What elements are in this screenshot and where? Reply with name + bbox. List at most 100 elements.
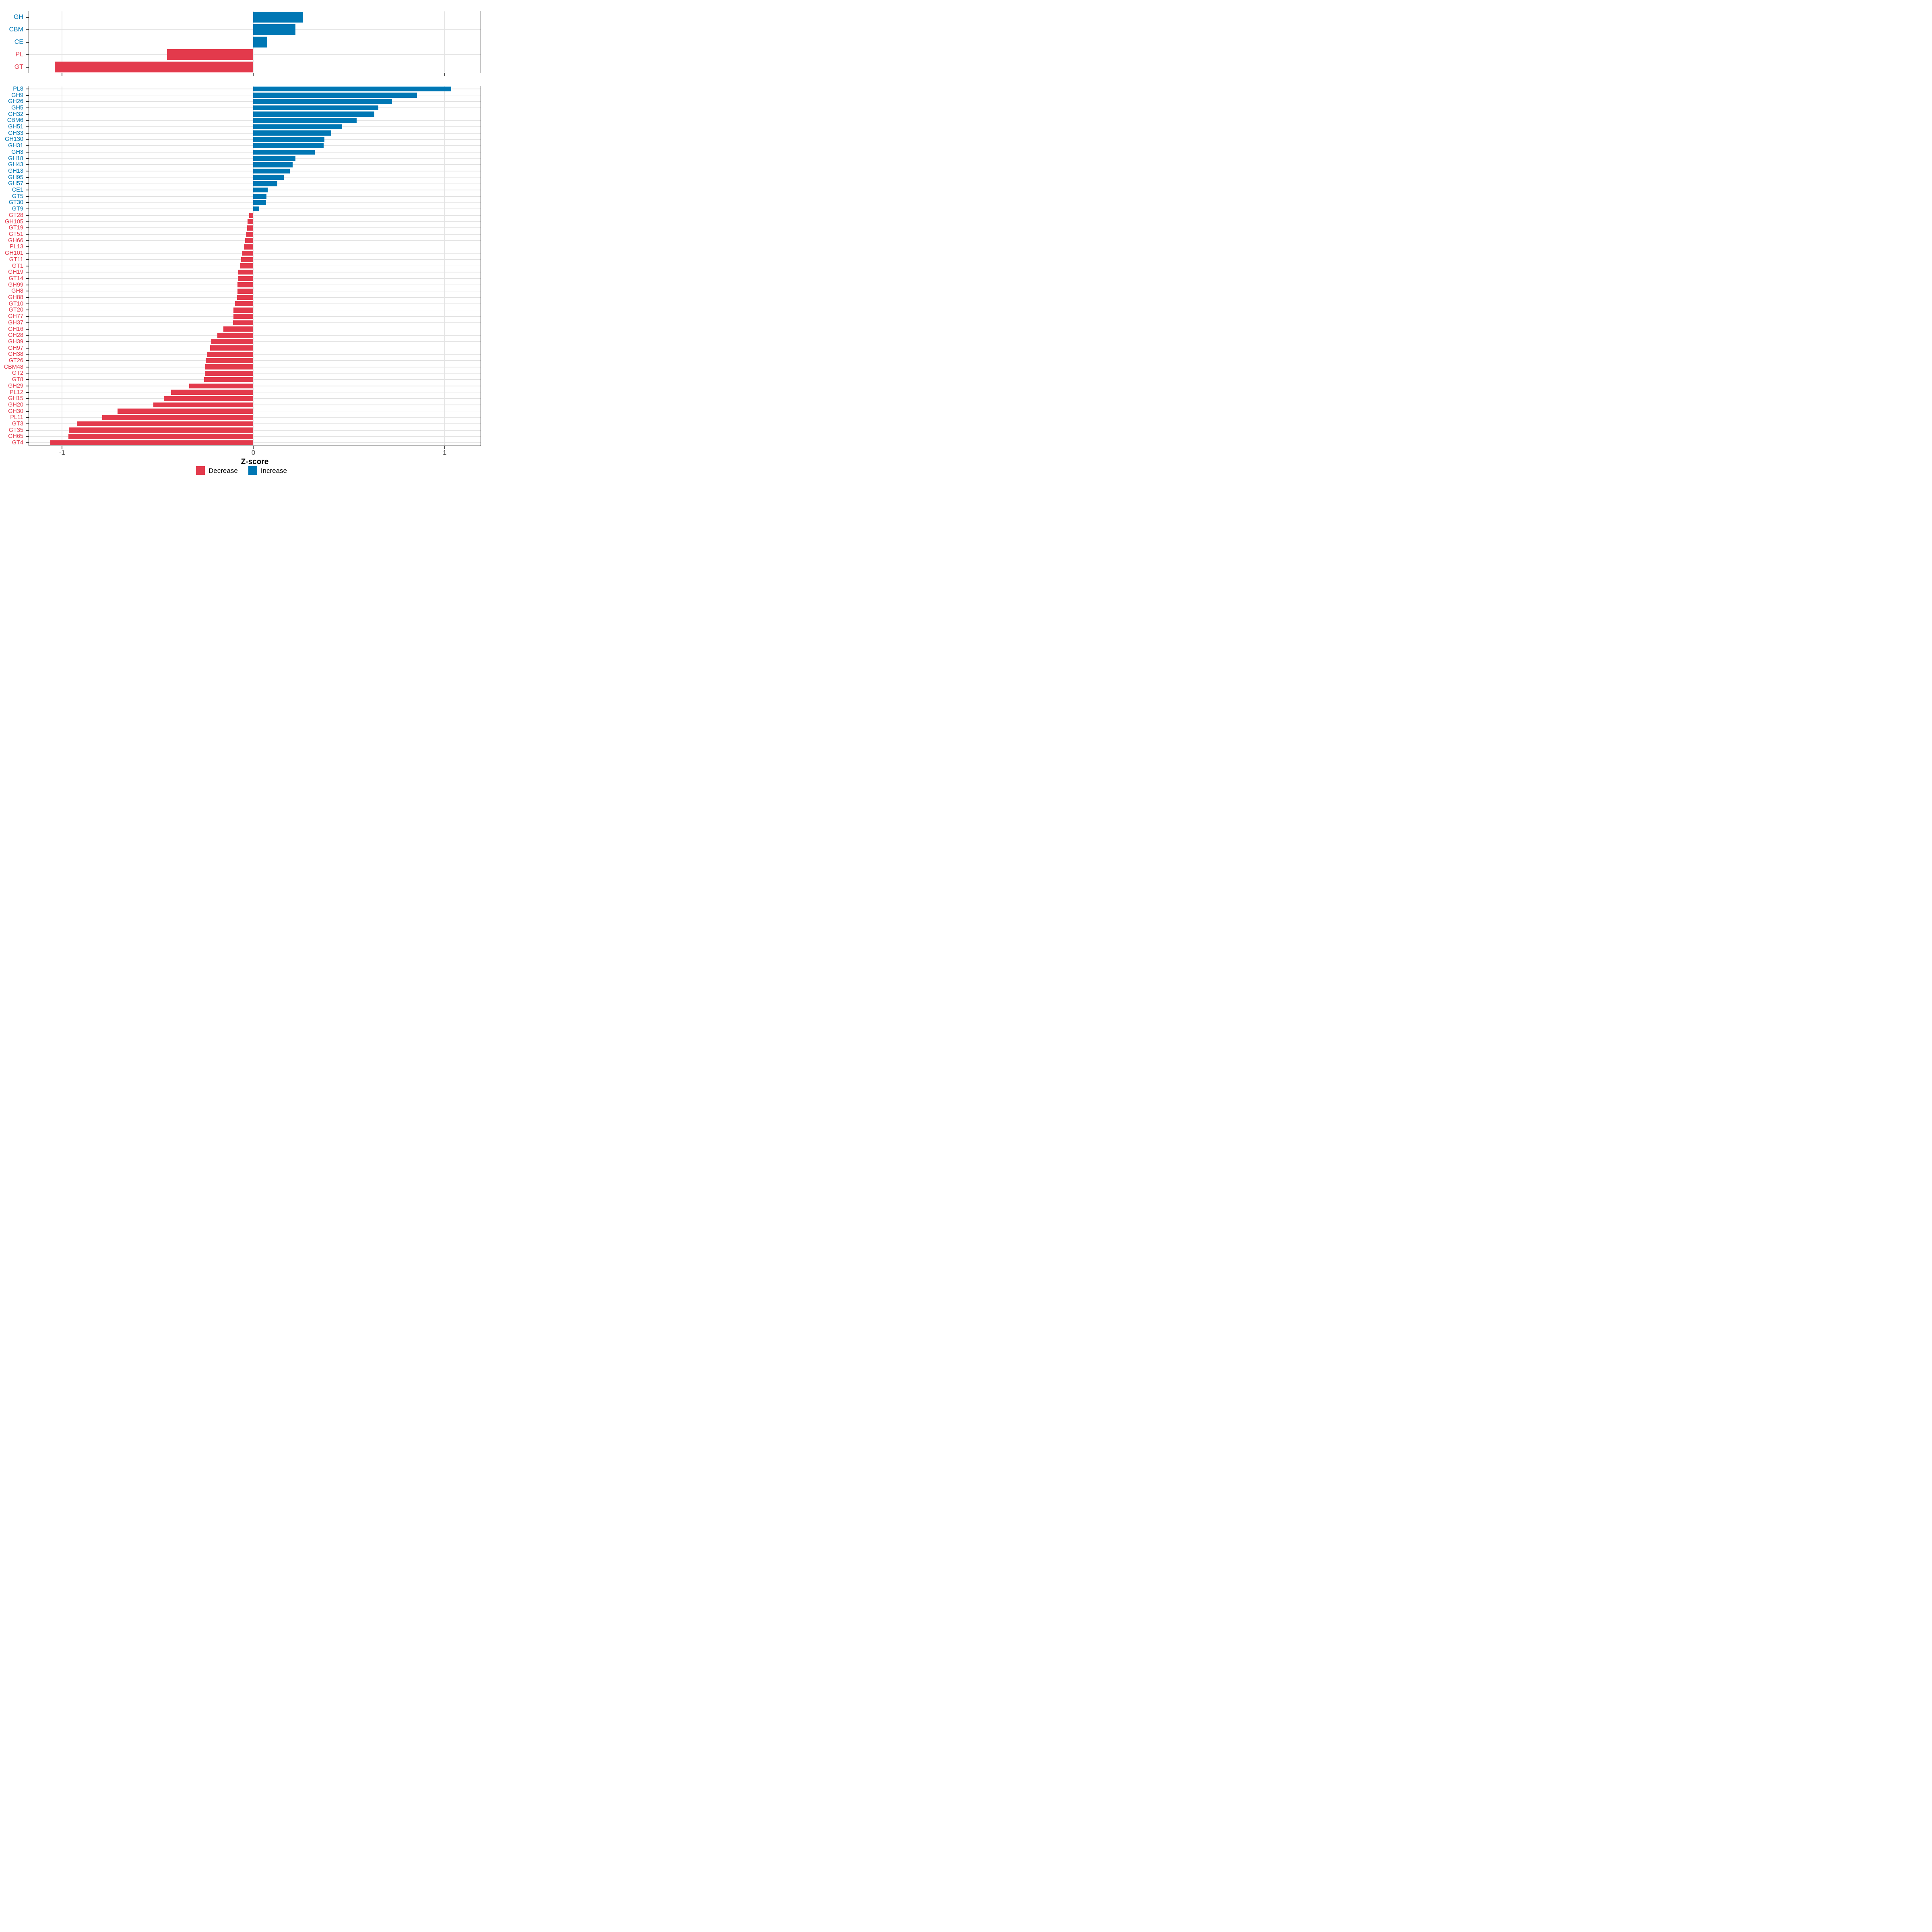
- bar-gh16: [223, 326, 254, 332]
- legend-label-decrease: Decrease: [208, 466, 238, 475]
- bar-gh28: [217, 332, 254, 338]
- y-gridline: [29, 392, 481, 393]
- bar-pl8: [253, 86, 451, 92]
- y-gridline: [29, 297, 481, 298]
- y-tick-mark: [26, 114, 29, 115]
- y-gridline: [29, 234, 481, 235]
- family-zscore-panel: PL8 GH9 GH26 GH5 GH32 CBM6 GH51 GH33 GH130 GH31 GH…: [4, 86, 481, 449]
- y-tick-mark: [26, 126, 29, 128]
- y-tick-mark: [26, 196, 29, 197]
- y-tick-mark: [26, 411, 29, 412]
- ytick-label-gt30: GT30: [8, 199, 23, 206]
- ytick-label-pl12: PL12: [10, 389, 23, 396]
- x-tick-mark: [444, 73, 445, 76]
- y-gridline: [29, 373, 481, 374]
- bar-gh57: [253, 181, 277, 186]
- y-gridline: [29, 417, 481, 418]
- bar-gt5: [253, 194, 267, 199]
- y-tick-mark: [26, 442, 29, 444]
- x-tick-label--1: -1: [59, 449, 65, 456]
- bar-pl12: [171, 390, 254, 395]
- ytick-label-gh97: GH97: [8, 345, 23, 351]
- bar-gt: [55, 61, 254, 73]
- ytick-label-ce1: CE1: [12, 186, 23, 193]
- ytick-label-gh32: GH32: [8, 111, 23, 118]
- bar-gt2: [204, 371, 254, 376]
- legend: Decrease Increase: [0, 466, 483, 475]
- ytick-label-gt5: GT5: [12, 193, 23, 200]
- y-tick-mark: [26, 183, 29, 184]
- legend-swatch-increase: [248, 466, 257, 475]
- ytick-label-gt20: GT20: [8, 307, 23, 314]
- y-gridline: [29, 429, 481, 431]
- ytick-label-gh95: GH95: [8, 174, 23, 181]
- ytick-label-gh65: GH65: [8, 433, 23, 440]
- y-tick-mark: [26, 139, 29, 140]
- y-gridline: [29, 360, 481, 361]
- y-gridline: [29, 227, 481, 229]
- bar-ce: [253, 36, 268, 48]
- y-tick-mark: [26, 335, 29, 336]
- bar-gh: [253, 11, 303, 23]
- y-gridline: [29, 310, 481, 311]
- bar-gh37: [233, 320, 254, 326]
- ytick-label-gt: GT: [14, 63, 23, 70]
- y-tick-mark: [26, 398, 29, 399]
- bar-gt26: [205, 358, 254, 363]
- ytick-label-gt14: GT14: [8, 275, 23, 282]
- bar-gh101: [242, 250, 254, 256]
- legend-swatch-decrease: [196, 466, 205, 475]
- bar-gh13: [253, 168, 290, 174]
- y-tick-mark: [26, 246, 29, 248]
- ytick-label-pl13: PL13: [10, 244, 23, 250]
- y-tick-mark: [26, 297, 29, 298]
- y-tick-mark: [26, 429, 29, 431]
- ytick-label-gh9: GH9: [11, 92, 23, 99]
- bar-gh39: [211, 339, 254, 345]
- y-tick-mark: [26, 151, 29, 153]
- y-tick-mark: [26, 101, 29, 102]
- bar-gh20: [153, 402, 254, 408]
- y-gridline: [29, 316, 481, 317]
- y-tick-mark: [26, 240, 29, 241]
- bar-gh95: [253, 175, 284, 180]
- y-tick-mark: [26, 95, 29, 96]
- ytick-label-gh66: GH66: [8, 237, 23, 244]
- ytick-label-gh5: GH5: [11, 104, 23, 111]
- y-tick-mark: [26, 177, 29, 178]
- bar-gh43: [253, 162, 293, 167]
- ytick-label-gh43: GH43: [8, 161, 23, 168]
- bar-gt30: [253, 200, 266, 205]
- ytick-label-pl11: PL11: [10, 414, 23, 421]
- y-tick-mark: [26, 164, 29, 165]
- y-tick-mark: [26, 233, 29, 235]
- ytick-label-gh8: GH8: [11, 288, 23, 295]
- ytick-label-gh57: GH57: [8, 180, 23, 187]
- y-gridline: [29, 215, 481, 216]
- ytick-label-cbm6: CBM6: [7, 117, 23, 124]
- bar-cbm48: [205, 364, 254, 369]
- bar-gt9: [253, 206, 259, 212]
- bar-gh33: [253, 130, 331, 136]
- bar-gt11: [241, 257, 254, 262]
- bar-gh3: [253, 149, 315, 155]
- bar-gt3: [77, 421, 254, 427]
- y-tick-mark: [26, 423, 29, 425]
- y-tick-mark: [26, 227, 29, 229]
- ytick-label-gt28: GT28: [8, 212, 23, 219]
- bar-pl: [167, 49, 254, 60]
- y-tick-mark: [26, 215, 29, 216]
- bar-gh5: [253, 105, 379, 111]
- bar-gh88: [237, 295, 254, 300]
- bar-gt8: [204, 377, 254, 382]
- legend-label-increase: Increase: [260, 466, 287, 475]
- ytick-label-gt11: GT11: [9, 256, 23, 263]
- y-gridline: [29, 379, 481, 380]
- ytick-label-gt10: GT10: [8, 300, 23, 307]
- y-tick-mark: [26, 392, 29, 393]
- ytick-label-gh18: GH18: [8, 155, 23, 162]
- ytick-label-pl8: PL8: [13, 85, 23, 92]
- ytick-label-gt3: GT3: [12, 420, 23, 427]
- legend-item-increase: Increase: [248, 466, 287, 475]
- bar-gh105: [248, 219, 254, 224]
